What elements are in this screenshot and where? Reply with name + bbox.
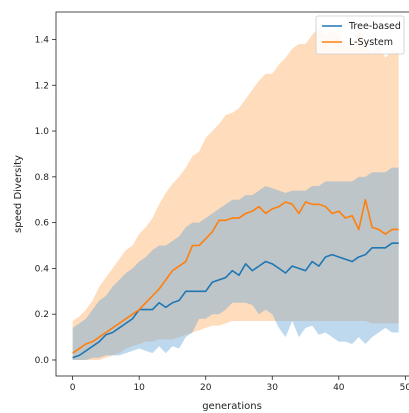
line-tree-based — [72, 242, 399, 359]
series-lines — [72, 198, 399, 359]
y-axis-ticks: 0.0 0.2 0.4 0.6 0.8 1.0 1.2 1.4 — [35, 35, 56, 366]
x-tick-label: 20 — [200, 383, 212, 393]
y-tick-label: 0.4 — [35, 264, 50, 274]
x-axis-label: generations — [202, 401, 262, 412]
y-axis-label: speed Diversity — [13, 155, 24, 233]
y-tick-label: 0.8 — [35, 173, 50, 183]
x-tick-label: 0 — [70, 383, 76, 393]
line-l-system — [72, 198, 399, 354]
band-l-system — [72, 23, 399, 360]
y-tick-label: 0.0 — [35, 356, 50, 366]
y-tick-label: 0.2 — [35, 310, 49, 320]
legend-label-tree-based: Tree-based — [348, 21, 401, 32]
plot-frame — [55, 11, 409, 377]
legend-label-l-system: L-System — [349, 37, 393, 48]
y-tick-label: 1.0 — [35, 127, 50, 137]
confidence-bands — [72, 23, 399, 360]
x-tick-label: 30 — [267, 383, 279, 393]
y-tick-label: 0.6 — [35, 219, 50, 229]
band-tree-based — [72, 167, 399, 360]
x-axis-ticks: 0 10 20 30 40 50 — [70, 376, 409, 393]
x-tick-label: 10 — [133, 383, 145, 393]
y-tick-label: 1.2 — [35, 81, 49, 91]
x-tick-label: 40 — [333, 383, 345, 393]
legend: Tree-based L-System — [315, 15, 405, 55]
y-tick-label: 1.4 — [35, 35, 50, 45]
x-tick-label: 50 — [400, 383, 409, 393]
